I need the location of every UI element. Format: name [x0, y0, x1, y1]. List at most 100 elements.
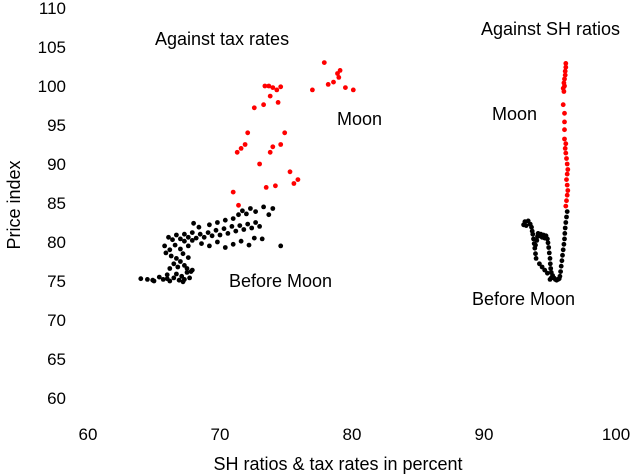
- tax-before-moon-point: [270, 206, 276, 211]
- sh-before-moon-point: [547, 261, 553, 267]
- sh-moon-point: [562, 146, 568, 151]
- tax-before-moon-point: [199, 241, 204, 247]
- tax-moon-point: [278, 84, 284, 90]
- sh-moon-point: [565, 188, 571, 193]
- sh-before-moon-point: [546, 245, 552, 250]
- tax-before-moon-point: [278, 243, 284, 249]
- tax-moon-point: [267, 93, 273, 99]
- sh-before-moon-point: [548, 266, 554, 271]
- sh-moon-point: [562, 68, 568, 74]
- data-points: [138, 60, 571, 285]
- sh-moon-point: [563, 61, 569, 66]
- tax-before-moon-point: [237, 223, 243, 229]
- tax-before-moon-point: [185, 243, 191, 249]
- tax-before-moon-point: [245, 221, 251, 227]
- tax-before-moon-point: [189, 238, 195, 243]
- sh-before-moon-point: [547, 256, 553, 261]
- tax-before-moon-point: [163, 250, 169, 256]
- tax-before-moon-point: [207, 243, 212, 249]
- tax-before-moon-point: [197, 231, 203, 237]
- annotation-moon-sh: Moon: [492, 104, 537, 124]
- tax-moon-point: [242, 142, 248, 147]
- tax-moon-point: [251, 105, 257, 111]
- tax-before-moon-point: [205, 230, 211, 236]
- sh-moon-point: [562, 127, 567, 133]
- sh-moon-point: [560, 102, 566, 108]
- tax-moon-point: [321, 60, 327, 65]
- sh-before-moon-point: [563, 220, 569, 225]
- tax-before-moon-point: [221, 226, 227, 232]
- sh-before-moon-point: [529, 224, 534, 230]
- y-axis-title: Price index: [4, 160, 24, 249]
- tax-before-moon-point: [193, 235, 199, 241]
- tax-before-moon-point: [176, 277, 182, 283]
- sh-before-moon-point: [559, 258, 565, 264]
- tax-before-moon-point: [182, 238, 187, 244]
- tax-moon-point: [310, 87, 315, 93]
- sh-moon-point: [564, 177, 569, 183]
- tax-before-moon-point: [253, 220, 258, 225]
- y-tick-label: 75: [47, 272, 66, 291]
- tax-before-moon-point: [246, 242, 252, 248]
- sh-before-moon-point: [560, 247, 566, 253]
- sh-moon-point: [561, 80, 567, 86]
- sh-before-moon-point: [523, 223, 529, 229]
- sh-before-moon-point: [530, 231, 536, 237]
- x-tick-label: 80: [343, 425, 362, 444]
- tax-before-moon-point: [201, 234, 207, 240]
- tax-before-moon-point: [253, 209, 258, 215]
- sh-before-moon-point: [558, 263, 564, 269]
- sh-moon-point: [564, 182, 570, 188]
- tax-before-moon-point: [178, 259, 183, 264]
- annotation-against-sh-ratios: Against SH ratios: [481, 19, 620, 39]
- sh-moon-point: [562, 110, 567, 116]
- x-tick-label: 60: [79, 425, 98, 444]
- annotation-against-tax-rates: Against tax rates: [155, 29, 289, 49]
- tax-before-moon-point: [175, 264, 181, 270]
- tax-before-moon-point: [215, 220, 220, 225]
- x-tick-label: 100: [602, 425, 630, 444]
- tax-moon-point: [270, 144, 276, 150]
- tax-moon-point: [337, 68, 343, 73]
- tax-before-moon-point: [196, 224, 202, 230]
- sh-before-moon-point: [547, 277, 553, 282]
- sh-before-moon-point: [558, 269, 563, 274]
- sh-before-moon-point: [537, 261, 542, 267]
- sh-before-moon-point: [542, 267, 548, 273]
- sh-moon-point: [564, 192, 570, 198]
- y-tick-label: 90: [47, 155, 66, 174]
- tax-before-moon-point: [191, 220, 197, 226]
- tax-before-moon-point: [164, 276, 170, 282]
- tax-before-moon-point: [248, 206, 253, 211]
- y-tick-label: 65: [47, 350, 66, 369]
- tax-moon-point: [278, 142, 284, 147]
- sh-before-moon-point: [557, 273, 563, 279]
- y-tick-label: 105: [38, 38, 66, 57]
- tax-before-moon-point: [230, 216, 236, 222]
- tax-before-moon-point: [189, 230, 195, 236]
- tax-before-moon-point: [180, 279, 186, 285]
- sh-before-moon-point: [545, 236, 550, 242]
- tax-before-moon-point: [187, 275, 193, 281]
- tax-before-moon-point: [222, 245, 228, 250]
- sh-before-moon-point: [561, 241, 567, 247]
- tax-before-moon-point: [167, 266, 173, 271]
- sh-before-moon-point: [562, 231, 568, 236]
- annotation-before-moon-sh: Before Moon: [472, 289, 575, 309]
- sh-moon-point: [563, 203, 569, 209]
- y-tick-label: 85: [47, 194, 66, 213]
- x-tick-label: 90: [475, 425, 494, 444]
- tax-before-moon-point: [266, 212, 272, 218]
- tax-before-moon-point: [179, 273, 185, 279]
- sh-moon-point: [563, 64, 569, 70]
- tax-before-moon-point: [170, 237, 175, 243]
- x-tick-labels: 60 70 80 90 100: [79, 425, 631, 444]
- tax-before-moon-point: [180, 251, 186, 257]
- tax-moon-point: [350, 87, 356, 93]
- tax-moon-point: [275, 100, 281, 105]
- tax-moon-point: [236, 202, 241, 208]
- tax-before-moon-point: [160, 277, 166, 282]
- sh-before-moon-point: [545, 240, 551, 246]
- tax-before-moon-point: [238, 238, 244, 244]
